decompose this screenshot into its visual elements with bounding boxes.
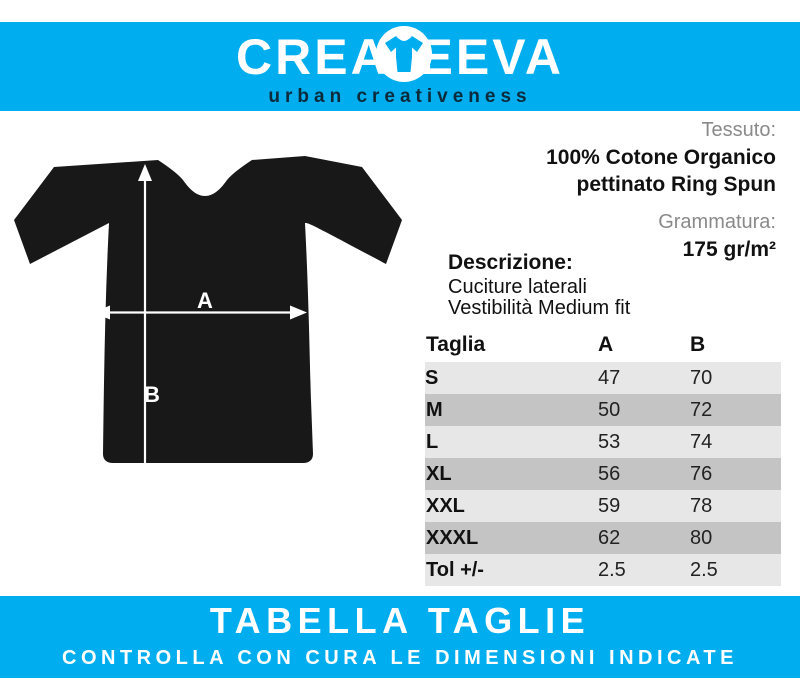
- svg-text:A: A: [197, 288, 213, 313]
- svg-text:B: B: [144, 382, 160, 407]
